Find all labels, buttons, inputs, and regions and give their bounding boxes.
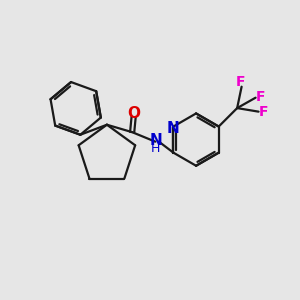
Text: F: F	[259, 105, 268, 119]
Text: H: H	[151, 142, 160, 155]
Text: N: N	[167, 121, 180, 136]
Text: F: F	[256, 89, 265, 103]
Text: N: N	[149, 133, 162, 148]
Text: F: F	[236, 75, 245, 89]
Text: O: O	[127, 106, 140, 121]
